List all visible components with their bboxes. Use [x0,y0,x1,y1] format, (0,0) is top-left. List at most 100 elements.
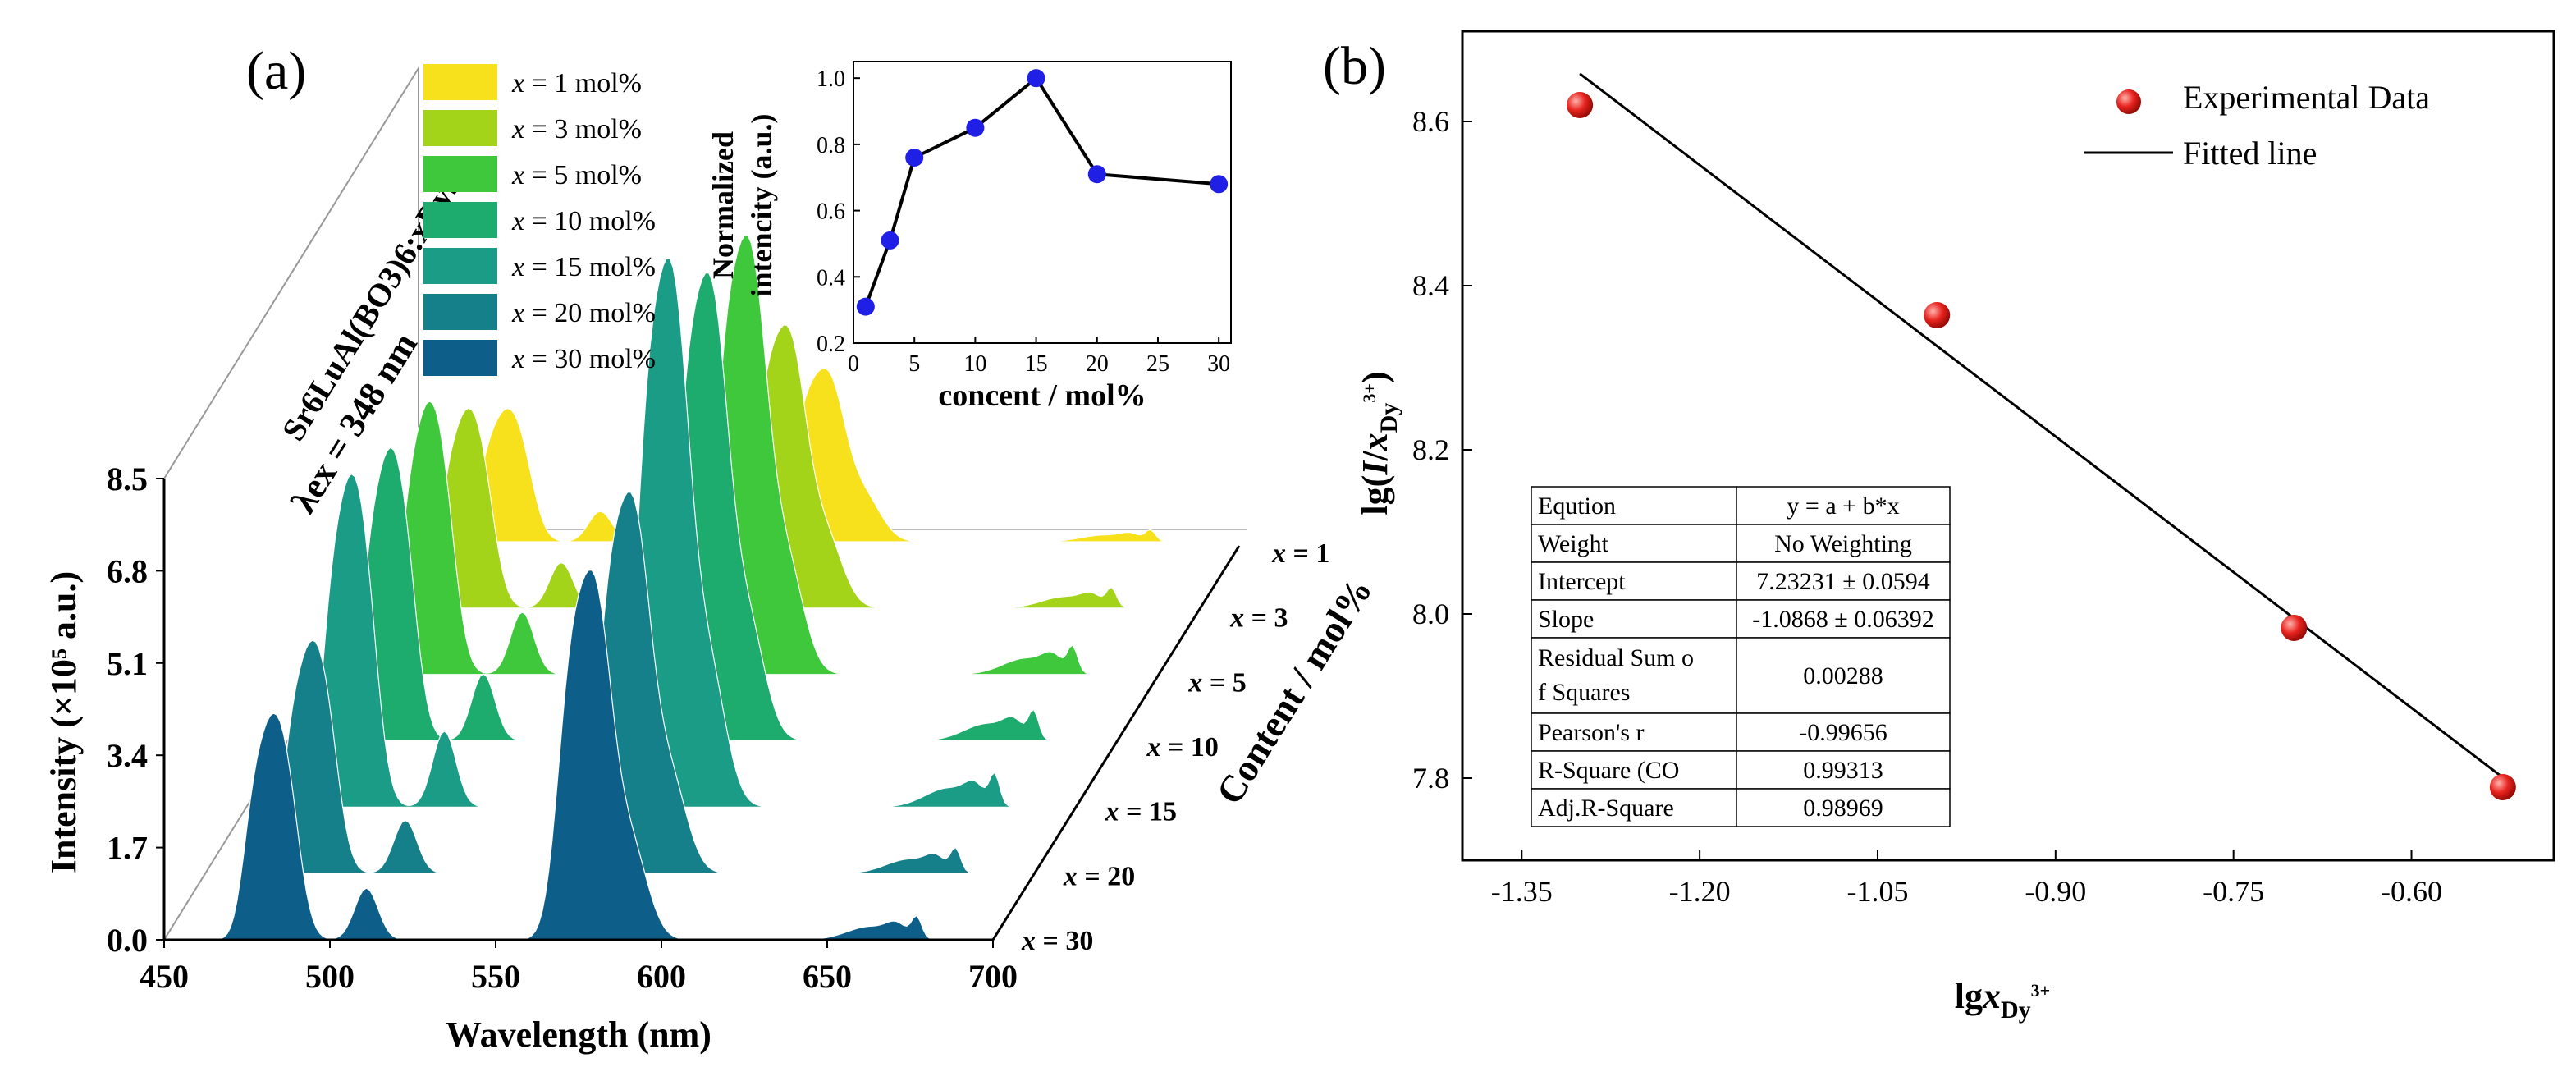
table-value: 0.99313 [1803,757,1883,784]
table-label: R-Square (CO [1538,757,1679,784]
table-cell [1736,712,1951,752]
legend-point-icon [2116,89,2141,114]
y-tick-label-b: 7.8 [1412,762,1449,795]
inset-point [1210,175,1229,194]
table-label: Pearson's r [1538,719,1645,746]
inset-point [905,149,924,167]
legend-swatch [423,248,497,284]
fitted-line [1579,72,2504,779]
table-cell [1736,561,1951,601]
legend-label: x = 5 mol% [511,160,642,190]
inset-point [881,231,899,250]
x-tick-label-b: -1.35 [1491,875,1553,908]
y-axis-title-b: lg(I/xDy3+) [1355,371,1402,515]
spectrum-x10 [297,272,1110,742]
table-value: -0.99656 [1799,719,1887,746]
y-axis-title: Intensity (×10⁵ a.u.) [43,571,84,873]
y-tick-label-b: 8.2 [1412,433,1449,466]
legend-swatch [423,294,497,330]
y-tick-label: 1.7 [107,830,148,867]
panel-label-b: (b) [1323,36,1386,96]
table-label: Eqution [1538,492,1616,520]
row-label-3: x = 3 [1229,603,1288,634]
y-tick-label: 6.8 [107,552,148,589]
y-tick-label-b: 8.6 [1412,105,1449,138]
x-axis-title: Wavelength (nm) [446,1015,711,1055]
box-back-edge [163,65,419,529]
legend-label: x = 3 mol% [511,114,642,144]
panel-b: (b) -1.35 -1.20 -1.05 -0.90 -0.75 -0.60 7.8 8.0 8… [1323,30,2555,1024]
inset-x-tick-label: 30 [1207,351,1230,377]
data-point [2489,774,2516,800]
y-tick-label-b: 8.0 [1412,598,1449,630]
panel-label-a: (a) [246,41,306,101]
legend-label: x = 15 mol% [511,252,656,282]
table-cell [1531,750,1737,790]
y-tick-label: 3.4 [107,737,148,774]
spectrum-x5 [336,235,1150,676]
x-tick-label: 650 [803,958,852,995]
fit-stats-table: Eqution y = a + b*x Weight No Weighting Inte… [1531,486,1951,827]
table-cell [1736,637,1951,714]
x-tick-label: 600 [637,958,686,995]
inset-x-tick-label: 5 [908,351,920,377]
legend-label: x = 10 mol% [511,206,656,236]
table-cell [1736,599,1951,639]
table-cell [1736,524,1951,563]
spectrum-x3 [375,324,1189,609]
inset-y-tick-label: 0.2 [817,332,845,357]
x-tick-label: 450 [140,958,189,995]
inset-line [863,76,1219,308]
y-tick-label: 8.5 [107,460,148,497]
data-point [1924,302,1951,328]
legend-experimental: Experimental Data [2183,79,2430,116]
legend-label: x = 30 mol% [511,344,656,374]
legend-swatch [423,202,497,238]
row-label-15: x = 15 [1105,797,1177,827]
table-label: Slope [1538,606,1594,633]
x-axis-title-b: lgxDy3+ [1955,976,2050,1024]
row-label-30: x = 30 [1021,926,1093,956]
inset-x-title: concent / mol% [938,378,1146,413]
depth-axis-line [991,545,1241,941]
table-cell [1736,788,1951,827]
spectrum-x15 [258,258,1072,808]
table-value: 0.98969 [1803,795,1883,822]
x-tick-label: 700 [968,958,1018,995]
inset-point [966,118,985,137]
y-tick-label-b: 8.4 [1412,269,1449,302]
inset-point [1087,165,1106,184]
legend-label: x = 1 mol% [511,68,642,98]
data-point [2281,615,2308,641]
inset-y-title-1: Normalized [707,131,739,279]
x-tick-label: 500 [305,958,355,995]
table-value: 7.23231 ± 0.0594 [1756,568,1929,595]
legend-swatch [423,340,497,376]
table-label: Residual Sum o [1538,644,1694,671]
plot-frame-b [1461,30,2555,862]
legend-fitted: Fitted line [2183,135,2317,172]
legend-swatch [423,110,497,146]
table-value: 0.00288 [1803,662,1883,689]
inset-x-tick-label: 20 [1086,351,1109,377]
data-point [1567,92,1594,118]
table-cell [1531,599,1737,639]
table-label: Adj.R-Square [1538,795,1674,822]
table-cell [1531,637,1737,714]
row-label-5: x = 5 [1187,667,1246,698]
inset-y-title-2: intencity (a.u.) [745,114,778,297]
x-tick-label-b: -0.60 [2381,875,2442,908]
row-label-20: x = 20 [1063,861,1135,891]
x-tick-label-b: -0.90 [2025,875,2086,908]
x-tick-label-b: -1.20 [1669,875,1731,908]
table-label: f Squares [1538,679,1630,706]
inset-y-tick-label: 1.0 [817,66,845,92]
inset-x-tick-label: 10 [963,351,986,377]
row-label-1: x = 1 [1271,538,1329,569]
row-label-10: x = 10 [1146,732,1219,763]
table-label: Intercept [1538,568,1626,595]
legend-swatch [423,156,497,192]
inset-y-tick-label: 0.4 [817,265,845,291]
table-cell [1736,486,1951,525]
